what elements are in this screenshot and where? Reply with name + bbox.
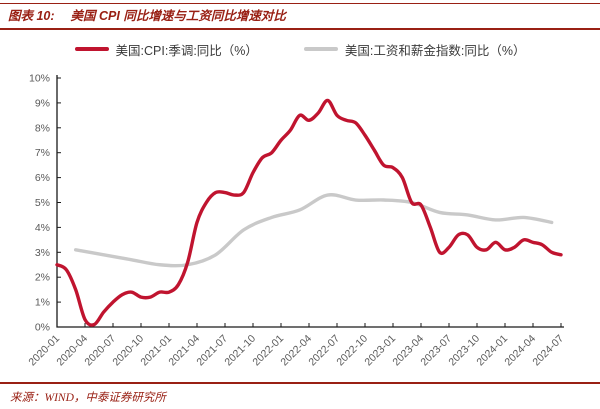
y-tick-label: 8%: [35, 122, 50, 134]
y-tick-label: 10%: [29, 73, 50, 85]
source-note: 来源：WIND，中泰证券研究所: [0, 384, 600, 405]
wage-line: [73, 193, 554, 268]
title-divider: [0, 28, 600, 30]
cpi-line-swatch: [74, 47, 109, 51]
cpi-line: [55, 98, 563, 327]
x-tick-label: 2024-07: [530, 333, 566, 369]
y-tick-label: 3%: [35, 247, 50, 259]
legend-item-wage: 美国:工资和薪金指数:同比（%）: [303, 40, 526, 59]
wage-line-swatch: [303, 47, 338, 51]
y-tick-label: 6%: [35, 172, 50, 184]
legend-item-cpi: 美国:CPI:季调:同比（%）: [74, 40, 258, 59]
legend-label-wage: 美国:工资和薪金指数:同比（%）: [344, 43, 526, 58]
y-tick-label: 0%: [35, 322, 50, 334]
line-chart-canvas: 0%1%2%3%4%5%6%7%8%9%10%2020-012020-04202…: [26, 73, 566, 369]
y-tick-label: 9%: [35, 97, 50, 109]
top-divider: [0, 3, 600, 4]
figure-title-text: 美国 CPI 同比增速与工资同比增速对比: [70, 9, 286, 23]
y-tick-label: 4%: [35, 222, 50, 234]
legend-label-cpi: 美国:CPI:季调:同比（%）: [115, 43, 258, 58]
y-tick-label: 2%: [35, 272, 50, 284]
chart-legend: 美国:CPI:季调:同比（%） 美国:工资和薪金指数:同比（%）: [0, 40, 600, 58]
axes: [56, 75, 564, 328]
y-tick-label: 5%: [35, 197, 50, 209]
figure-title: 图表 10: 美国 CPI 同比增速与工资同比增速对比: [0, 4, 600, 28]
y-tick-label: 7%: [35, 147, 50, 159]
y-tick-label: 1%: [35, 297, 50, 309]
figure-number-label: 图表 10:: [8, 9, 55, 23]
footer-divider: [0, 382, 600, 384]
source-text: 来源：WIND，中泰证券研究所: [10, 392, 166, 404]
